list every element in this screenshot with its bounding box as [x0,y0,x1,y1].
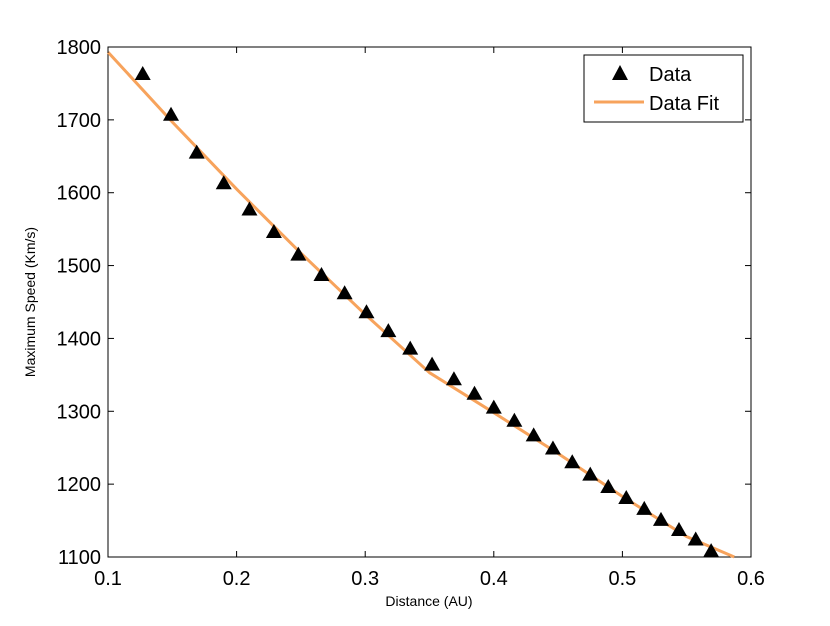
y-tick-label: 1500 [57,256,102,278]
legend-label-data: Data [649,64,692,86]
data-point-marker [163,106,180,121]
y-tick-label: 1600 [57,183,102,205]
legend-triangle-marker [612,65,628,80]
data-point-marker [188,144,205,159]
data-point-marker [358,304,375,319]
data-point-marker [215,175,232,190]
data-point-marker [402,340,419,355]
y-tick-label: 1300 [57,401,102,423]
data-point-marker [618,489,635,504]
legend: Data Data Fit [583,54,744,123]
x-tick-label: 0.6 [737,568,765,590]
x-tick-label: 0.3 [351,568,379,590]
data-point-marker [380,323,397,338]
data-point-marker [241,201,258,216]
x-tick-label: 0.1 [94,568,122,590]
y-tick-label: 1200 [57,474,102,496]
data-point-marker [466,385,483,400]
x-tick-label: 0.4 [480,568,508,590]
data-point-marker [445,371,462,386]
x-axis-title: Distance (AU) [385,593,472,609]
data-point-marker [703,543,720,558]
y-tick-label: 1800 [57,37,102,59]
data-point-marker [134,65,151,80]
data-point-marker [313,267,330,282]
y-axis-title: Maximum Speed (Km/s) [22,227,38,377]
legend-box [583,54,744,123]
data-point-marker [564,454,581,469]
data-point-marker [265,224,282,239]
data-point-marker [582,466,599,481]
data-point-marker [544,440,561,455]
y-tick-label: 1100 [58,547,101,569]
data-point-marker [600,479,617,494]
data-point-marker [652,511,669,526]
y-tick-label: 1400 [57,328,102,350]
data-point-marker [485,399,502,414]
data-point-marker [636,500,653,515]
data-point-marker [336,285,353,300]
data-point-marker [424,356,441,371]
data-point-marker [670,522,687,537]
data-point-marker [506,412,523,427]
x-tick-label: 0.2 [223,568,251,590]
data-point-marker [525,427,542,442]
y-tick-label: 1700 [57,110,102,132]
x-tick-label: 0.5 [608,568,636,590]
data-point-marker [687,531,704,546]
plot-area [107,46,752,558]
data-point-marker [290,246,307,261]
legend-label-data-fit: Data Fit [649,93,719,115]
